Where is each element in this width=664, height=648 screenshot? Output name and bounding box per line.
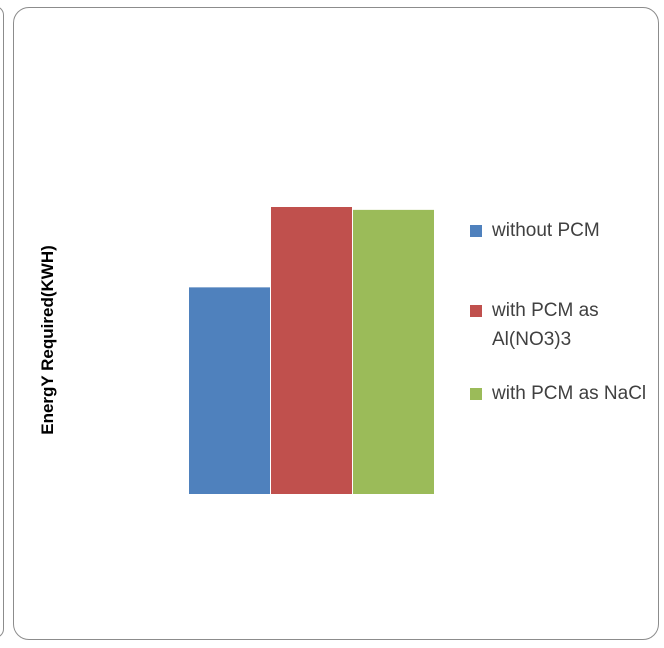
bar-al-no3-3 <box>271 207 352 494</box>
bar-nacl <box>353 209 434 494</box>
legend-swatch-nacl <box>470 388 482 400</box>
legend-label-nacl: with PCM as NaCl <box>492 383 647 404</box>
legend-swatch-al-no3-3 <box>470 305 482 317</box>
legend-label-al-no3-3: with PCM as Al(NO3)3 <box>492 300 599 350</box>
legend-swatch-without-pcm <box>470 225 482 237</box>
legend-label-without-pcm: without PCM <box>492 220 600 241</box>
bar-without-pcm <box>189 287 270 494</box>
chart-area <box>13 7 659 640</box>
